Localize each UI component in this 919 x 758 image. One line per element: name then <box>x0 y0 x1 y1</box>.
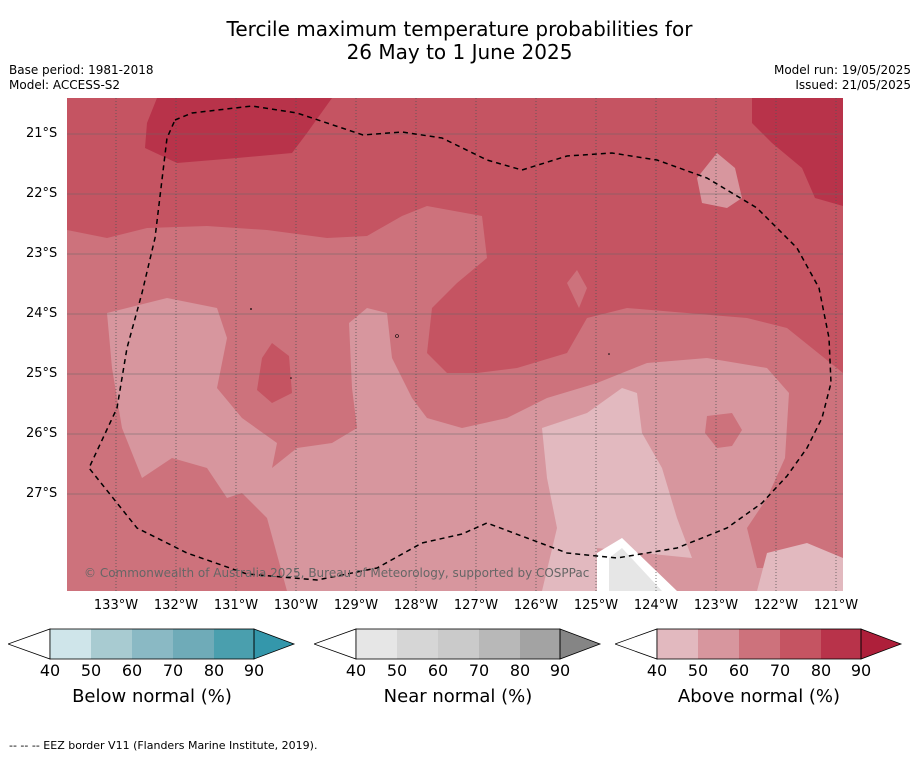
title-line-1: Tercile maximum temperature probabilitie… <box>226 17 693 41</box>
map-svg <box>67 98 843 591</box>
model-run-text: Model run: 19/05/2025 <box>773 63 911 77</box>
legend-tick: 70 <box>769 661 791 680</box>
lon-label: 133°W <box>93 598 139 613</box>
region-40-50 <box>542 388 692 591</box>
legend-title-below: Below normal (%) <box>72 686 232 707</box>
island-2 <box>395 334 399 338</box>
lon-label: 126°W <box>513 598 559 613</box>
region-60-70-patch <box>567 270 587 308</box>
region-80-90-top <box>145 98 332 163</box>
legend-above-bar <box>613 628 903 660</box>
lon-label: 124°W <box>633 598 679 613</box>
lon-label: 127°W <box>453 598 499 613</box>
legend-tick: 70 <box>162 661 184 680</box>
lat-label: 27°S <box>26 486 58 501</box>
island-1 <box>250 308 252 310</box>
model-text: Model: ACCESS-S2 <box>9 78 121 92</box>
graticule <box>115 98 837 591</box>
legend-tick: 50 <box>687 661 709 680</box>
lat-label: 25°S <box>26 366 58 381</box>
meta-right: Model run: 19/05/2025 Issued: 21/05/2025 <box>774 63 911 93</box>
probability-map <box>67 98 843 591</box>
legend-tick: 60 <box>121 661 143 680</box>
legend-tick: 40 <box>345 661 367 680</box>
legend-near-normal <box>312 628 602 664</box>
lon-label: 132°W <box>153 598 199 613</box>
eez-footer-note: -- -- -- EEZ border V11 (Flanders Marine… <box>9 739 318 752</box>
map-title: Tercile maximum temperature probabilitie… <box>0 18 919 64</box>
legend-tick: 80 <box>203 661 225 680</box>
island-4 <box>608 353 610 355</box>
legend-tick: 80 <box>810 661 832 680</box>
legend-tick: 60 <box>427 661 449 680</box>
region-70-80-island <box>257 343 292 403</box>
legend-below-bar <box>6 628 296 660</box>
legend-tick: 70 <box>468 661 490 680</box>
region-40-50-lower-right <box>757 543 843 591</box>
lon-label: 131°W <box>213 598 259 613</box>
lat-label: 24°S <box>26 306 58 321</box>
legend-tick: 90 <box>850 661 872 680</box>
lat-label: 23°S <box>26 246 58 261</box>
lon-label: 130°W <box>273 598 319 613</box>
lon-label: 125°W <box>573 598 619 613</box>
legend-tick: 50 <box>80 661 102 680</box>
lat-label: 21°S <box>26 126 58 141</box>
legend-tick: 90 <box>243 661 265 680</box>
lon-label: 123°W <box>693 598 739 613</box>
legend-tick: 50 <box>386 661 408 680</box>
region-60-70-blob <box>705 413 742 448</box>
legend-tick: 40 <box>39 661 61 680</box>
lon-label: 129°W <box>333 598 379 613</box>
lat-label: 22°S <box>26 186 58 201</box>
legend-tick: 90 <box>549 661 571 680</box>
copyright-text: © Commonwealth of Australia 2025, Bureau… <box>84 566 590 580</box>
lon-label: 122°W <box>753 598 799 613</box>
legend-above-normal <box>613 628 903 664</box>
base-period-text: Base period: 1981-2018 <box>9 63 154 77</box>
legend-near-bar <box>312 628 602 660</box>
legend-tick: 80 <box>509 661 531 680</box>
legend-below-normal <box>6 628 296 664</box>
issued-text: Issued: 21/05/2025 <box>795 78 911 92</box>
latitude-lines <box>67 133 843 495</box>
lon-label: 128°W <box>393 598 439 613</box>
legend-tick: 60 <box>728 661 750 680</box>
legend-title-near: Near normal (%) <box>383 686 533 707</box>
near-normal-patch <box>609 548 662 591</box>
region-80-90-right <box>752 98 843 206</box>
island-3 <box>290 377 292 379</box>
legend-title-above: Above normal (%) <box>677 686 841 707</box>
lon-label: 121°W <box>813 598 859 613</box>
eez-border <box>88 105 832 581</box>
legend-tick: 40 <box>646 661 668 680</box>
lat-label: 26°S <box>26 426 58 441</box>
meta-left: Base period: 1981-2018 Model: ACCESS-S2 <box>9 63 154 93</box>
title-line-2: 26 May to 1 June 2025 <box>346 40 573 64</box>
